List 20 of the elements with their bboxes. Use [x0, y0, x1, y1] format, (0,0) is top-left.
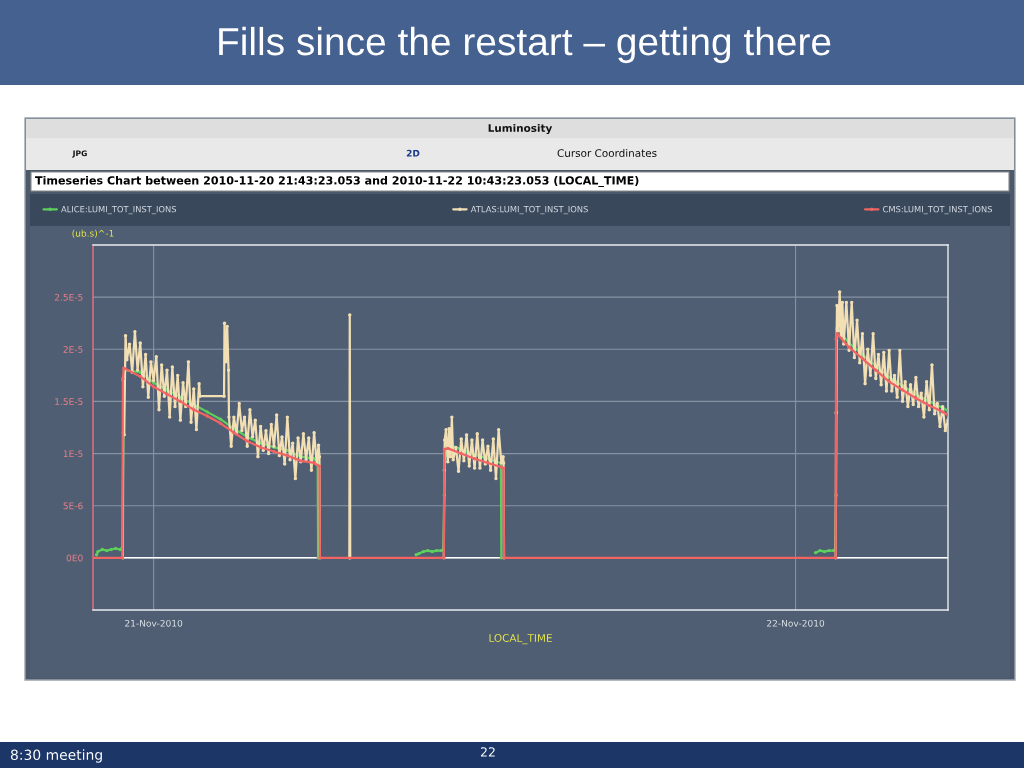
chart-subtitle: Timeseries Chart between 2010-11-20 21:43:23.053 and 2010-11-22 10:43:23.053 (LOCAL_TIME): [35, 175, 639, 188]
y-tick-label: 0E0: [66, 554, 83, 562]
y-tick-label: 1.5E-5: [55, 398, 83, 405]
y-tick-label: 2.5E-5: [54, 293, 83, 301]
y-tick-label: 5E-6: [63, 502, 83, 510]
text: 8:30 meeting: [10, 749, 102, 763]
y-tick-label: 2E-5: [63, 346, 83, 353]
text: 2D: [406, 149, 420, 157]
text: Luminosity: [488, 123, 553, 135]
legend-label: ATLAS:LUMI_TOT_INST_IONS: [470, 206, 588, 215]
x-tick-label: 21-Nov-2010: [125, 619, 183, 627]
legend-label: ALICE:LUMI_TOT_INST_IONS: [61, 206, 177, 215]
x-tick-label: 22-Nov-2010: [767, 619, 825, 627]
text: 22: [480, 747, 495, 757]
text: Cursor Coordinates: [557, 148, 657, 158]
x-axis-title: LOCAL_TIME: [489, 634, 552, 645]
chart-title: Fills since the restart – getting there: [219, 26, 831, 64]
y-axis-title: (ub.s)^-1: [72, 229, 114, 238]
y-tick-label: 1E-5: [63, 450, 83, 458]
legend-label: CMS:LUMI_TOT_INST_IONS: [883, 206, 993, 215]
